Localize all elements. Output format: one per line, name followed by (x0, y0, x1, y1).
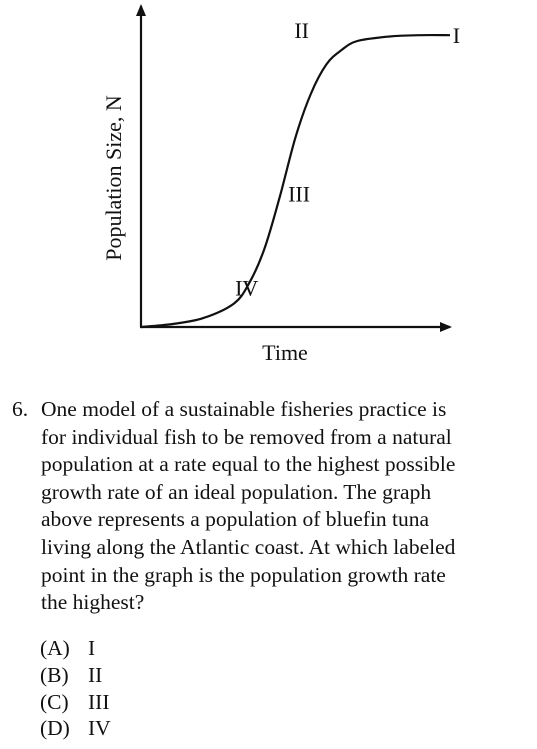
question-number: 6. (12, 397, 29, 421)
question-line: above represents a population of bluefin… (41, 507, 430, 532)
choice-a[interactable]: (A) I (40, 635, 111, 662)
question-text: One model of a sustainable fisheries pra… (41, 396, 531, 617)
question-line: population at a rate equal to the highes… (41, 452, 456, 477)
y-axis-label: Population Size, N (101, 95, 126, 261)
choice-text: III (88, 689, 110, 714)
choice-text: I (88, 636, 96, 660)
point-label-iii: III (288, 182, 310, 207)
answer-choices: (A) I (B) II (C) III (D) IV (40, 635, 111, 742)
question-line: the highest? (41, 590, 145, 615)
question-line: for individual fish to be removed from a… (41, 424, 452, 449)
choice-b[interactable]: (B) II (40, 662, 111, 689)
growth-curve (140, 33, 451, 329)
question-line: point in the graph is the population gro… (41, 562, 446, 587)
choice-d[interactable]: (D) IV (40, 715, 111, 742)
point-label-i: I (453, 23, 460, 48)
choice-c[interactable]: (C) III (40, 689, 111, 716)
question-line: growth rate of an ideal population. The … (41, 479, 432, 504)
choice-letter: (B) (40, 662, 69, 687)
question-line: One model of a sustainable fisheries pra… (41, 397, 447, 421)
point-label-iv: IV (235, 276, 258, 301)
choice-letter: (C) (40, 689, 69, 714)
choice-text: II (88, 662, 103, 687)
choice-letter: (A) (40, 636, 70, 660)
choice-letter: (D) (40, 716, 70, 741)
x-axis-label: Time (262, 340, 308, 365)
point-label-ii: II (294, 18, 309, 43)
question-line: living along the Atlantic coast. At whic… (41, 534, 456, 559)
choice-text: IV (88, 716, 111, 741)
